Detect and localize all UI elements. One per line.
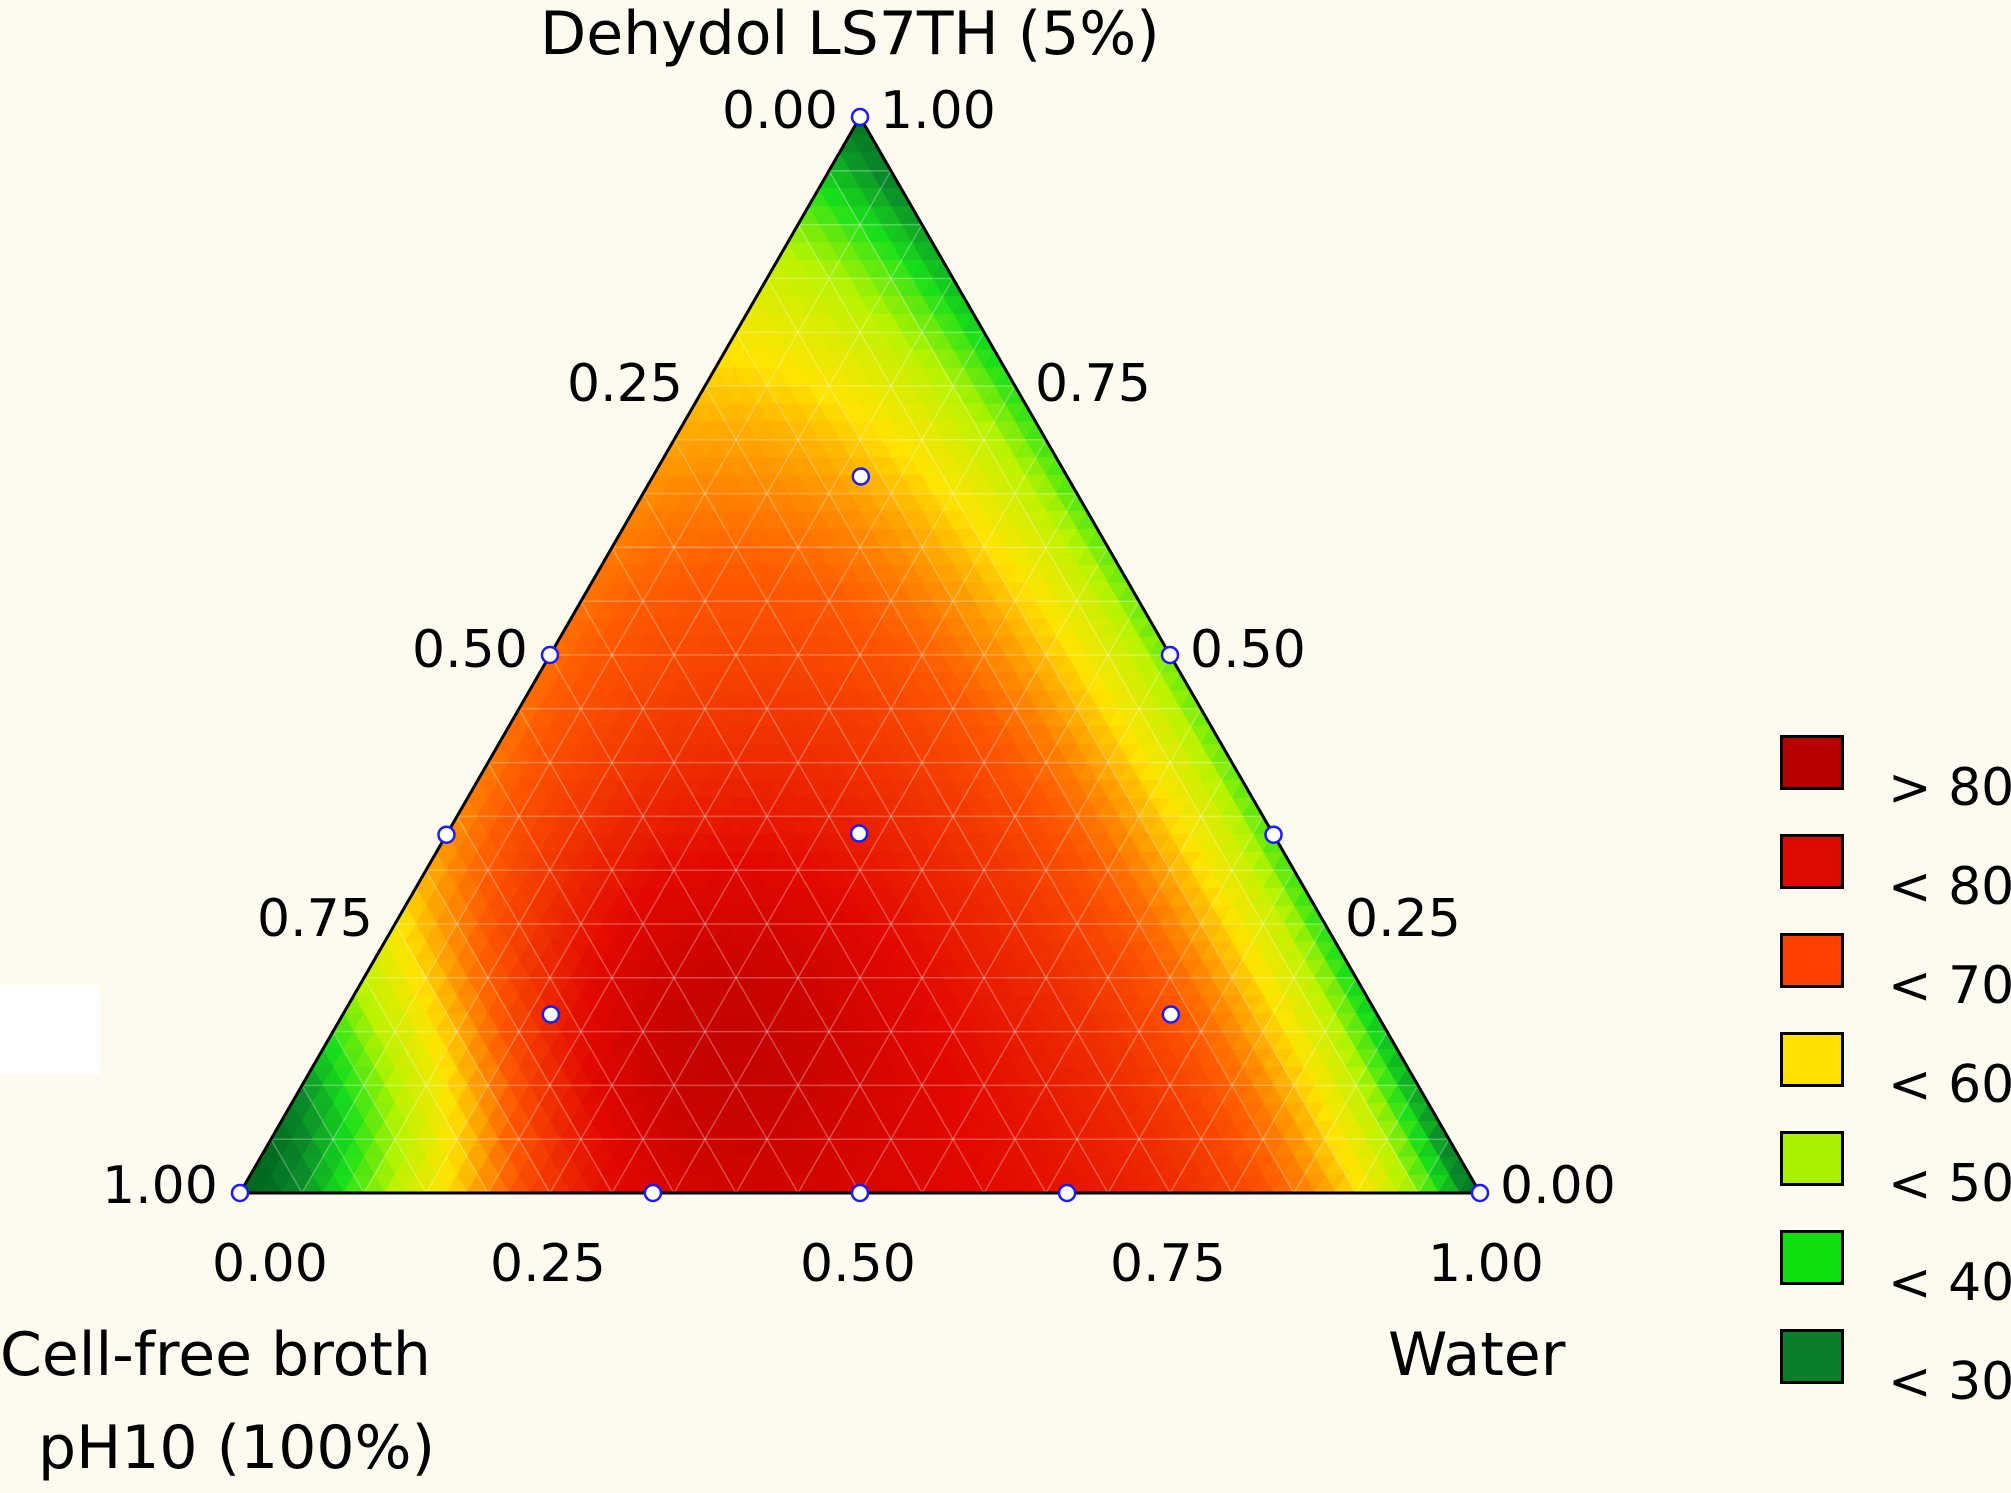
left-tick-label: 0.00 [722,81,838,141]
design-point [1161,1005,1181,1024]
surface-cell [1210,1174,1233,1193]
design-point [1264,825,1283,844]
legend-label: < 80 [1888,857,2011,917]
surface-cell [1438,1174,1460,1193]
surface-cell [1107,1174,1130,1193]
legend-swatch [1780,834,1844,889]
design-point [850,107,870,127]
right-tick-label: 0.50 [1190,620,1306,680]
left-component-label-line1: Cell-free broth [0,1320,431,1390]
legend-swatch [1780,735,1844,790]
surface-cell [1272,1174,1295,1193]
left-tick-label: 0.50 [412,620,528,680]
right-tick-label: 1.00 [880,81,996,141]
design-point [849,824,869,843]
surface-cell [1231,1174,1254,1193]
surface-cell [1169,1174,1192,1193]
surface-cell [1417,1174,1440,1193]
right-tick-label: 0.25 [1345,889,1461,949]
design-point [540,645,560,665]
surface-cell [1355,1174,1378,1193]
surface-cell [1128,1174,1150,1193]
design-point [850,1183,870,1203]
left-tick-label: 1.00 [102,1156,218,1216]
surface-cell [1190,1174,1212,1193]
surface-cell [1252,1174,1274,1193]
legend-swatch [1780,933,1844,988]
left-tick-label: 0.25 [567,354,683,414]
design-point [437,825,456,844]
design-point [541,1005,561,1024]
left-component-label-line2: pH10 (100%) [38,1413,435,1483]
bottom-tick-label: 0.00 [212,1234,328,1294]
legend-label: < 40 [1888,1253,2011,1313]
surface-cell [1396,1174,1419,1193]
design-point [851,467,871,486]
legend-label: < 50 [1888,1154,2011,1214]
surface-cell [1314,1174,1336,1193]
surface-cell [1293,1174,1316,1193]
contour-surface [240,117,1480,1193]
bottom-tick-label: 0.50 [800,1234,916,1294]
legend-label: < 70 [1888,956,2011,1016]
surface-cell [1148,1174,1171,1193]
right-tick-label: 0.75 [1035,354,1151,414]
design-point [1470,1183,1490,1203]
legend-swatch [1780,1032,1844,1087]
bottom-tick-label: 0.25 [490,1234,606,1294]
surface-cell [1376,1174,1398,1193]
legend-label: > 80 [1888,758,2011,818]
surface-cell [1086,1174,1109,1193]
design-point [643,1183,663,1203]
surface-cell [1334,1174,1357,1193]
legend-swatch [1780,1131,1844,1186]
right-component-label: Water [1388,1320,1566,1390]
legend-label: < 30 [1888,1352,2011,1412]
design-point [1057,1183,1077,1203]
white-patch [0,985,100,1075]
bottom-tick-label: 0.75 [1110,1234,1226,1294]
top-component-label: Dehydol LS7TH (5%) [540,0,1160,69]
legend-swatch [1780,1329,1844,1384]
bottom-tick-label: 1.00 [1428,1234,1544,1294]
design-point [1160,645,1180,665]
legend-label: < 60 [1888,1055,2011,1115]
legend-swatch [1780,1230,1844,1285]
design-point [230,1183,250,1203]
left-tick-label: 0.75 [257,889,373,949]
right-tick-label: 0.00 [1500,1156,1616,1216]
